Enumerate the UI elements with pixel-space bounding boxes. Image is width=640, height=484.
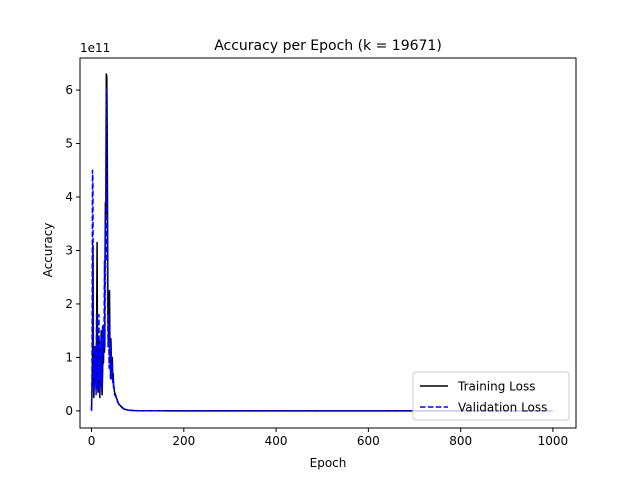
y-tick-label: 0: [65, 404, 73, 418]
y-axis-label: Accuracy: [41, 223, 55, 278]
series-line-training-loss: [90, 73, 553, 412]
x-tick-label: 400: [265, 434, 288, 448]
y-tick-label: 5: [65, 137, 73, 151]
legend-label-validation-loss: Validation Loss: [458, 401, 547, 415]
legend-box: [412, 371, 570, 421]
legend-label-training-loss: Training Loss: [457, 380, 535, 394]
series-layer: [90, 73, 553, 412]
y-tick-label: 1: [65, 350, 73, 364]
y-tick-label: 4: [65, 190, 73, 204]
series-line-validation-loss: [90, 86, 553, 412]
plot-frame: [79, 57, 577, 429]
x-tick-label: 0: [88, 434, 96, 448]
y-tick-label: 2: [65, 297, 73, 311]
axes-layer: 0 200 400 600 800 1000 0 1 2 3 4 5 6: [65, 57, 577, 448]
y-tick-label: 6: [65, 83, 73, 97]
legend: Training Loss Validation Loss: [412, 371, 570, 421]
x-tick-label: 800: [449, 434, 472, 448]
x-tick-label: 200: [172, 434, 195, 448]
x-tick-label: 600: [357, 434, 380, 448]
chart-title: Accuracy per Epoch (k = 19671): [214, 38, 442, 54]
y-axis-offset-text: 1e11: [80, 41, 110, 55]
x-tick-label: 1000: [538, 434, 569, 448]
x-axis-label: Epoch: [310, 456, 347, 470]
y-tick-label: 3: [65, 243, 73, 257]
